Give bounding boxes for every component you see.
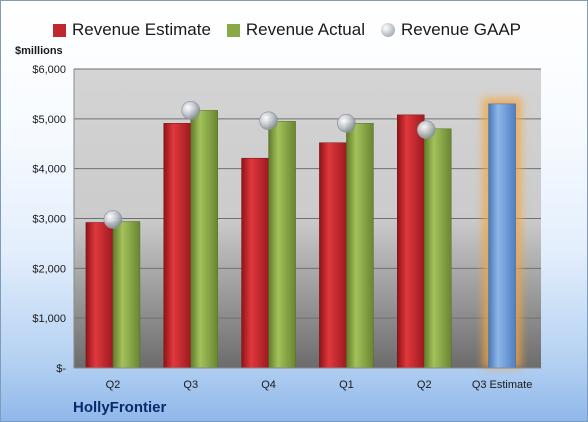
legend-bubble-gaap (381, 23, 395, 37)
bubble-revenue-gaap (337, 114, 356, 133)
legend-item-estimate: Revenue Estimate (53, 20, 211, 40)
x-tick-label: Q2 (417, 379, 432, 391)
bar-revenue-estimate (319, 142, 347, 369)
y-tick-label: $5,000 (32, 114, 66, 126)
bar-revenue-estimate (85, 222, 114, 369)
bar-revenue-actual (190, 110, 218, 369)
bar-revenue-actual (346, 123, 374, 369)
y-tick-label: $6,000 (32, 64, 66, 76)
bar-revenue-actual (268, 121, 296, 369)
bubble-revenue-gaap (259, 111, 278, 131)
legend-label-actual: Revenue Actual (245, 20, 365, 39)
y-tick-label: $2,000 (32, 263, 66, 275)
bar-revenue-actual (112, 221, 141, 369)
y-tick-label: $3,000 (32, 214, 66, 226)
y-tick-label: $4,000 (32, 164, 66, 176)
x-tick-label: Q3 Estimate (472, 379, 533, 391)
y-axis-unit-label: $millions (15, 45, 63, 57)
bar-revenue-estimate (397, 114, 425, 369)
x-tick-label: Q2 (106, 379, 121, 391)
bar-revenue-actual (424, 128, 452, 369)
y-tick-label: $1,000 (32, 313, 66, 325)
legend-label-gaap: Revenue GAAP (401, 20, 522, 39)
bubble-revenue-gaap (416, 120, 436, 140)
x-tick-label: Q1 (339, 379, 354, 391)
bar-revenue-estimate (241, 157, 269, 369)
legend-label-estimate: Revenue Estimate (72, 20, 211, 39)
legend-item-actual: Revenue Actual (226, 20, 365, 40)
bubble-revenue-gaap (181, 101, 201, 120)
y-tick-label: $- (56, 363, 66, 375)
x-tick-label: Q4 (261, 379, 276, 391)
legend-item-gaap: Revenue GAAP (381, 20, 521, 40)
x-tick-label: Q3 (183, 379, 198, 391)
bar-revenue-estimate (163, 123, 191, 369)
legend-swatch-estimate (53, 23, 66, 37)
bar-revenue-estimate-highlight (488, 103, 516, 369)
bubble-revenue-gaap (103, 210, 123, 229)
company-name: HollyFrontier (73, 399, 167, 416)
legend: Revenue Estimate Revenue Actual Revenue … (53, 17, 537, 43)
legend-swatch-actual (226, 23, 240, 37)
